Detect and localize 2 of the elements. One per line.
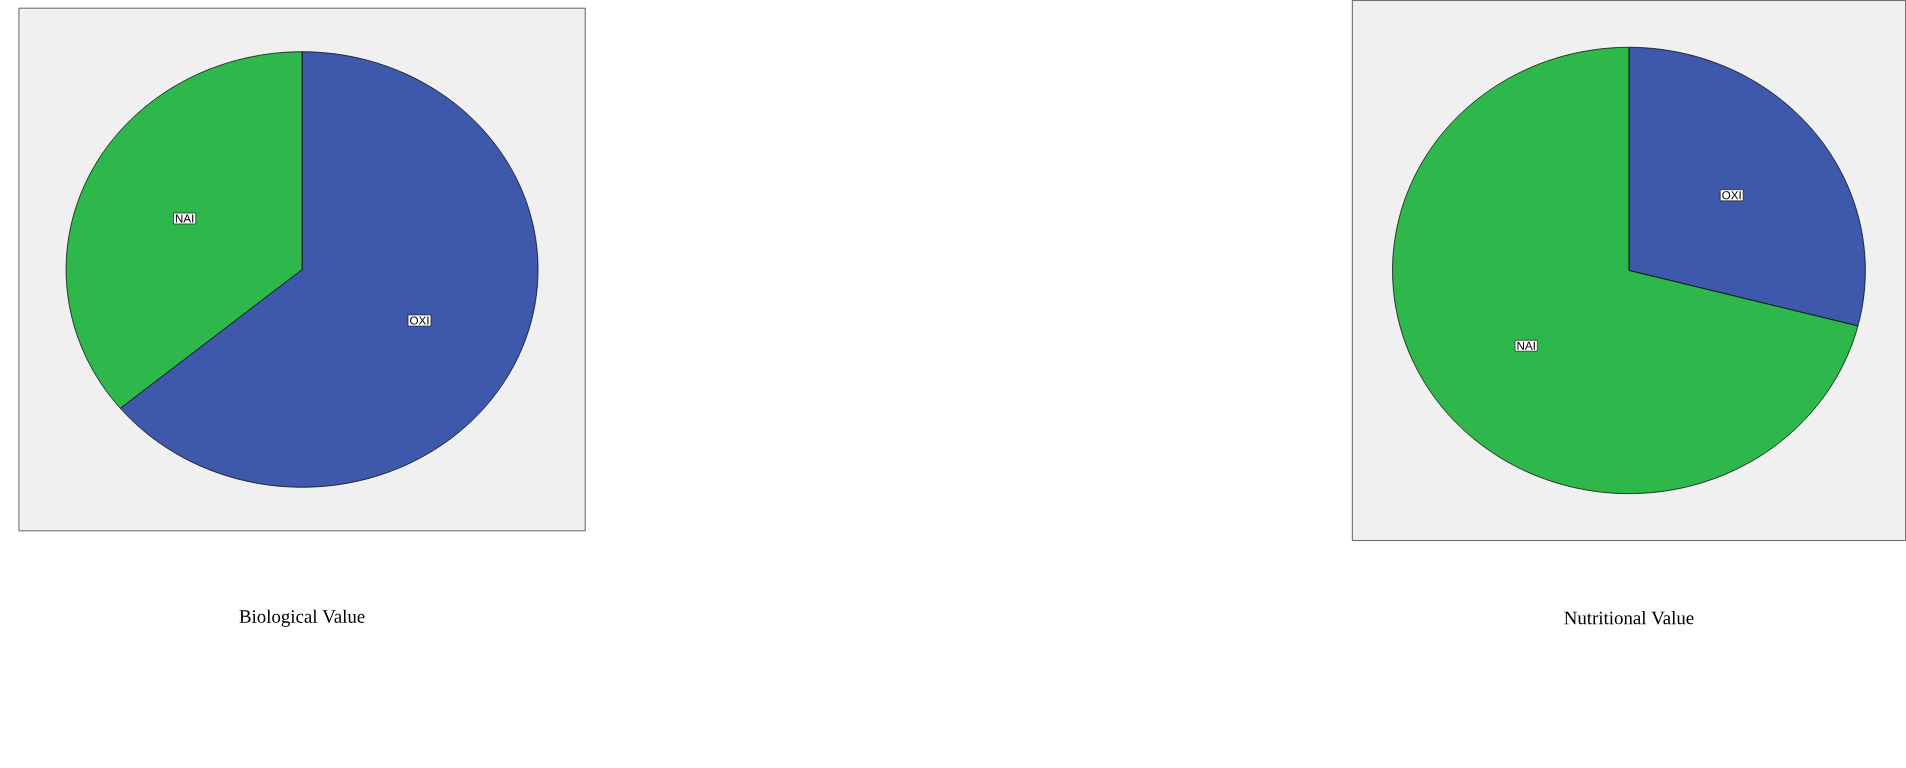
text: Biological Value — [239, 609, 365, 627]
text: Nutritional Value — [1564, 610, 1694, 625]
